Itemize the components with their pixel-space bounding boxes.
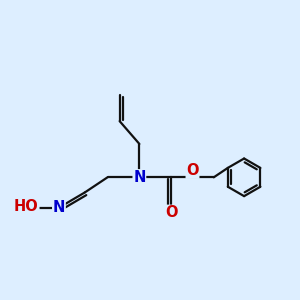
Text: N: N bbox=[53, 200, 65, 215]
Text: N: N bbox=[133, 170, 145, 185]
Text: O: O bbox=[186, 163, 199, 178]
Text: O: O bbox=[165, 205, 178, 220]
Text: HO: HO bbox=[14, 199, 39, 214]
